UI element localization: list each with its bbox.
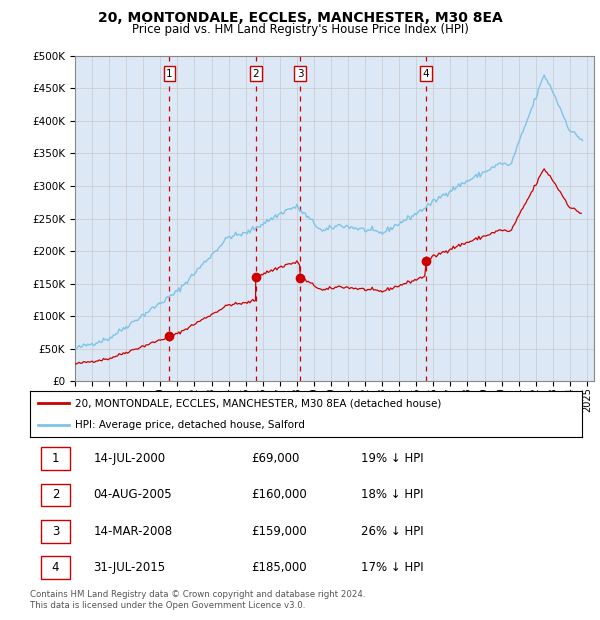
Text: 31-JUL-2015: 31-JUL-2015 [94,561,166,574]
Text: Price paid vs. HM Land Registry's House Price Index (HPI): Price paid vs. HM Land Registry's House … [131,23,469,36]
FancyBboxPatch shape [41,447,70,470]
Text: £185,000: £185,000 [251,561,307,574]
Text: 2: 2 [52,489,59,502]
Text: £69,000: £69,000 [251,452,299,465]
Text: Contains HM Land Registry data © Crown copyright and database right 2024.
This d: Contains HM Land Registry data © Crown c… [30,590,365,609]
Text: 26% ↓ HPI: 26% ↓ HPI [361,525,424,538]
Text: 14-MAR-2008: 14-MAR-2008 [94,525,173,538]
Text: 3: 3 [297,69,304,79]
Text: 1: 1 [52,452,59,465]
Text: 14-JUL-2000: 14-JUL-2000 [94,452,166,465]
Text: 04-AUG-2005: 04-AUG-2005 [94,489,172,502]
FancyBboxPatch shape [41,556,70,579]
Text: 17% ↓ HPI: 17% ↓ HPI [361,561,424,574]
Text: 4: 4 [423,69,430,79]
Text: 18% ↓ HPI: 18% ↓ HPI [361,489,424,502]
Text: 1: 1 [166,69,173,79]
Text: £159,000: £159,000 [251,525,307,538]
Text: 3: 3 [52,525,59,538]
Text: 19% ↓ HPI: 19% ↓ HPI [361,452,424,465]
FancyBboxPatch shape [41,484,70,506]
Text: 20, MONTONDALE, ECCLES, MANCHESTER, M30 8EA: 20, MONTONDALE, ECCLES, MANCHESTER, M30 … [98,11,502,25]
Text: 4: 4 [52,561,59,574]
Text: 20, MONTONDALE, ECCLES, MANCHESTER, M30 8EA (detached house): 20, MONTONDALE, ECCLES, MANCHESTER, M30 … [75,398,442,408]
FancyBboxPatch shape [41,520,70,542]
Text: HPI: Average price, detached house, Salford: HPI: Average price, detached house, Salf… [75,420,305,430]
Text: 2: 2 [253,69,259,79]
Text: £160,000: £160,000 [251,489,307,502]
